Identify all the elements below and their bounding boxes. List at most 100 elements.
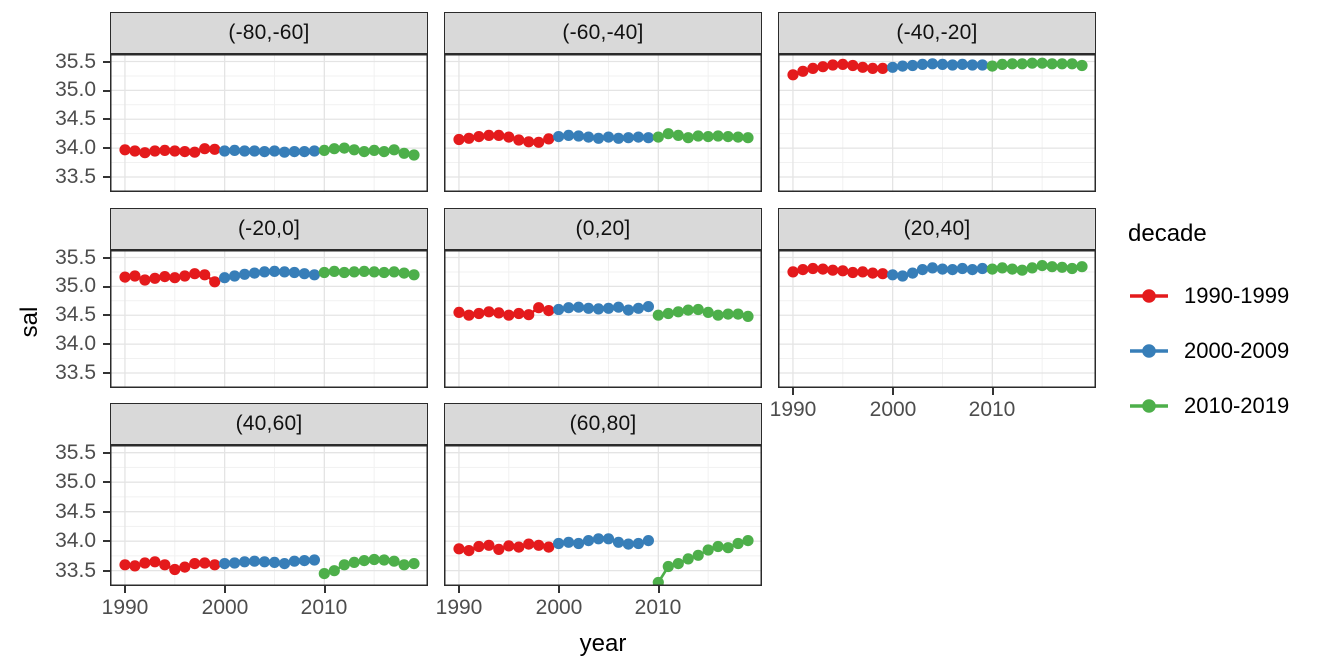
data-point	[722, 542, 734, 554]
data-point	[573, 301, 585, 313]
data-point	[378, 266, 390, 279]
data-point	[258, 146, 271, 158]
data-point	[807, 262, 819, 275]
data-point	[129, 560, 141, 572]
data-point	[348, 266, 360, 278]
series-2010-2019	[986, 260, 1088, 276]
x-tick-label: 2010	[634, 596, 682, 619]
series-2000-2009	[553, 129, 654, 144]
data-point	[622, 304, 634, 316]
data-point	[298, 268, 310, 280]
data-point	[219, 145, 231, 157]
legend-entries: 1990-1999 2000-2009 2010-2019	[1128, 282, 1344, 420]
facet-strip: (-40,-20]	[778, 12, 1096, 54]
legend-title: decade	[1128, 220, 1207, 247]
y-tick-mark	[103, 372, 110, 374]
data-point	[268, 556, 281, 568]
legend-entry: 1990-1999	[1128, 282, 1344, 310]
data-point	[463, 545, 475, 557]
data-point	[328, 265, 340, 277]
data-point	[318, 568, 330, 580]
data-point	[288, 146, 300, 158]
data-point	[368, 266, 380, 278]
facet-strip: (40,60]	[110, 403, 428, 445]
data-point	[877, 62, 889, 74]
y-tick-mark	[103, 90, 110, 92]
data-point	[592, 533, 605, 545]
y-tick-mark	[103, 570, 110, 572]
data-point	[219, 272, 231, 284]
data-point	[857, 61, 869, 73]
data-point	[926, 262, 939, 274]
data-point	[189, 268, 201, 280]
data-point	[553, 131, 565, 143]
series-2010-2019	[652, 128, 754, 144]
data-point	[543, 133, 555, 145]
data-point	[328, 565, 340, 577]
facet-strip: (-60,-40]	[444, 12, 762, 54]
data-point	[976, 262, 988, 275]
y-tick-label: 35.5	[55, 246, 96, 269]
data-point	[916, 264, 929, 276]
data-point	[702, 131, 714, 143]
data-point	[573, 537, 585, 550]
data-point	[463, 132, 475, 144]
x-tick-mark	[892, 388, 894, 395]
data-point	[543, 305, 555, 317]
series-2000-2009	[887, 58, 988, 73]
data-point	[722, 308, 734, 320]
facet-panel	[110, 445, 428, 586]
y-tick-mark	[103, 481, 110, 483]
y-tick-label: 33.5	[55, 559, 96, 582]
data-point	[702, 544, 714, 556]
data-point	[219, 558, 231, 570]
facet-strip: (60,80]	[444, 403, 762, 445]
data-point	[682, 132, 694, 144]
data-point	[632, 537, 644, 550]
data-point	[179, 270, 191, 282]
data-point	[1026, 262, 1038, 274]
data-point	[129, 145, 141, 157]
series-2000-2009	[219, 144, 320, 158]
data-point	[453, 543, 465, 555]
series-1990-1999	[119, 556, 221, 576]
data-point	[642, 301, 654, 313]
data-point	[129, 270, 141, 282]
facet-strip: (0,20]	[444, 208, 762, 250]
data-point	[1006, 263, 1018, 275]
x-tick-mark	[124, 586, 126, 593]
data-point	[298, 555, 310, 567]
data-point	[827, 264, 839, 276]
y-tick-label: 35.0	[55, 78, 96, 101]
data-point	[298, 146, 310, 158]
data-point	[308, 554, 320, 566]
data-point	[642, 132, 654, 144]
data-point	[692, 549, 704, 561]
y-tick-label: 33.5	[55, 165, 96, 188]
data-point	[149, 272, 161, 284]
y-tick-mark	[103, 314, 110, 316]
data-point	[473, 540, 485, 553]
data-point	[278, 266, 291, 278]
data-point	[338, 142, 350, 154]
data-point	[652, 309, 664, 321]
data-point	[199, 557, 211, 569]
data-point	[358, 146, 370, 158]
data-point	[976, 59, 988, 71]
facet-panel	[110, 250, 428, 388]
data-point	[956, 58, 968, 70]
data-point	[179, 561, 191, 573]
data-point	[797, 264, 809, 276]
data-point	[503, 131, 515, 143]
data-point	[602, 131, 615, 143]
data-point	[278, 146, 291, 158]
y-tick-label: 35.5	[55, 50, 96, 73]
data-point	[523, 309, 535, 321]
data-point	[712, 309, 724, 321]
data-point	[483, 306, 495, 318]
x-tick-label: 1990	[769, 398, 817, 421]
data-point	[582, 302, 595, 314]
data-point	[209, 559, 221, 571]
data-point	[388, 144, 400, 156]
facet-panel	[110, 54, 428, 192]
